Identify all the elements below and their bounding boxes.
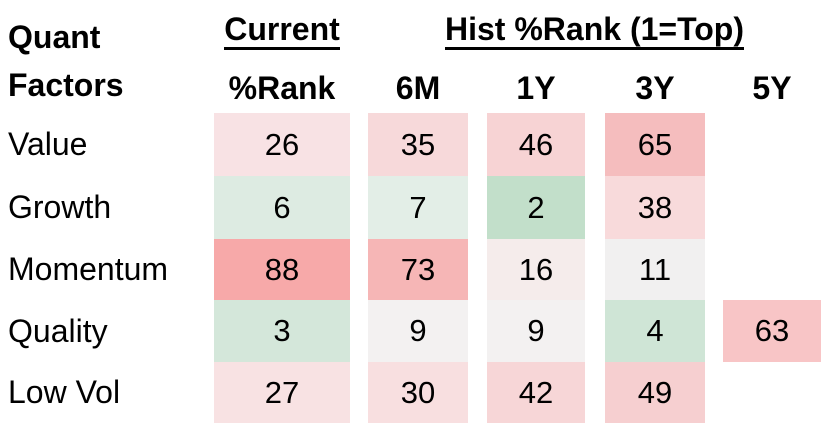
table-title: Quant Factors <box>0 0 214 113</box>
current-group-header: Current <box>214 0 350 57</box>
table-title-line2: Factors <box>8 67 124 103</box>
row-label-momentum: Momentum <box>8 251 169 287</box>
column-header-5y: 5Y <box>752 69 792 106</box>
table-title-line1: Quant <box>8 19 101 55</box>
cell-momentum-3y: 11 <box>605 239 705 300</box>
row-label-value: Value <box>8 126 88 162</box>
cell-value-current: 26 <box>214 113 350 176</box>
current-group-label: Current <box>224 13 340 50</box>
cell-quality-current: 3 <box>214 300 350 362</box>
cell-low-vol-current: 27 <box>214 362 350 423</box>
cell-value-3y: 65 <box>605 113 705 176</box>
cell-growth-3y: 38 <box>605 176 705 239</box>
column-header-current-rank: %Rank <box>228 69 336 106</box>
cell-growth-5y <box>723 176 821 239</box>
cell-quality-5y: 63 <box>723 300 821 362</box>
cell-value-6m: 35 <box>368 113 468 176</box>
hist-group-label: Hist %Rank (1=Top) <box>445 13 744 50</box>
column-header-3y: 3Y <box>635 69 675 106</box>
cell-momentum-5y <box>723 239 821 300</box>
cell-growth-6m: 7 <box>368 176 468 239</box>
cell-growth-1y: 2 <box>487 176 585 239</box>
row-label-low-vol: Low Vol <box>8 374 121 410</box>
column-header-6m: 6M <box>395 69 441 106</box>
hist-group-header: Hist %Rank (1=Top) <box>368 0 821 57</box>
cell-low-vol-6m: 30 <box>368 362 468 423</box>
cell-low-vol-1y: 42 <box>487 362 585 423</box>
cell-quality-3y: 4 <box>605 300 705 362</box>
cell-low-vol-3y: 49 <box>605 362 705 423</box>
cell-value-1y: 46 <box>487 113 585 176</box>
cell-momentum-1y: 16 <box>487 239 585 300</box>
cell-quality-6m: 9 <box>368 300 468 362</box>
cell-growth-current: 6 <box>214 176 350 239</box>
row-label-growth: Growth <box>8 189 112 225</box>
cell-low-vol-5y <box>723 362 821 423</box>
cell-momentum-current: 88 <box>214 239 350 300</box>
cell-quality-1y: 9 <box>487 300 585 362</box>
column-header-1y: 1Y <box>516 69 556 106</box>
cell-value-5y <box>723 113 821 176</box>
row-label-quality: Quality <box>8 312 108 349</box>
cell-momentum-6m: 73 <box>368 239 468 300</box>
